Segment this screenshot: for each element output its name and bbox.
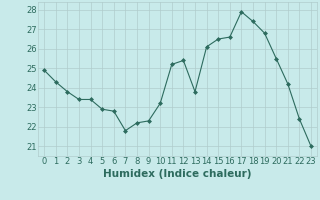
X-axis label: Humidex (Indice chaleur): Humidex (Indice chaleur): [103, 169, 252, 179]
